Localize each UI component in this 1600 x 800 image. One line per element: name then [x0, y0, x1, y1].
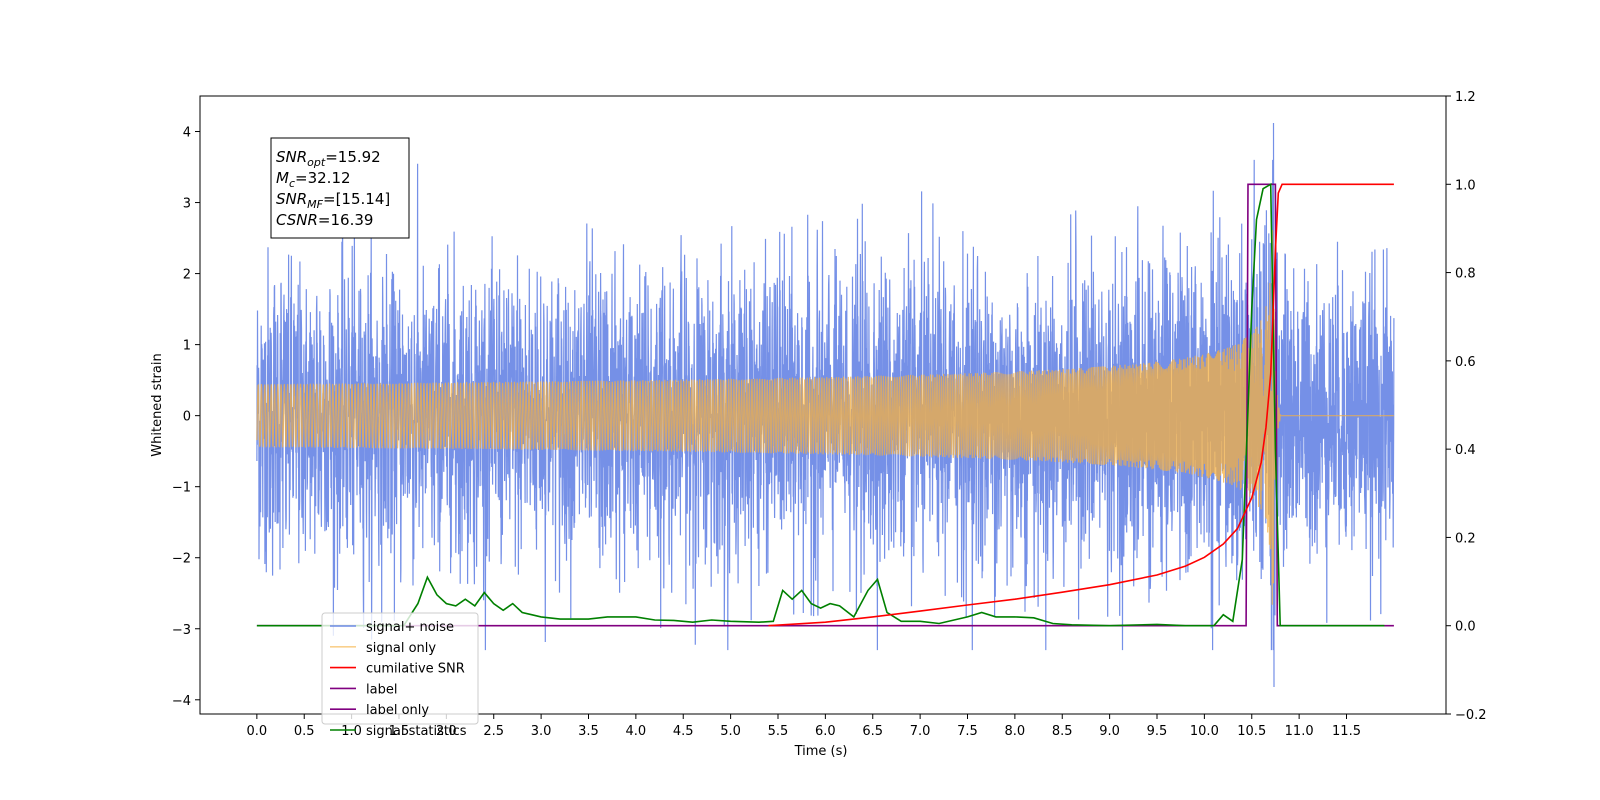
legend-frame [321, 612, 479, 725]
series-signal-statistics [256, 182, 1385, 627]
y-tick-label: 4 [183, 126, 191, 141]
y-right-tick-label: 1.2 [1455, 90, 1476, 105]
annotation-frame [270, 137, 410, 239]
plot-area [256, 122, 1395, 688]
y-axis-left: 4 3 2 1 0 −1 −2 −3 −4 [172, 126, 200, 709]
x-tick-label: 9.0 [1099, 724, 1120, 739]
x-axis: 0.0 0.5 1.0 1.5 2.0 2.5 3.0 3.5 4.0 4.5 5.0 5.5 6.0 6… [247, 714, 1361, 739]
x-tick-label: 4.0 [626, 724, 647, 739]
y-axis-label: Whitened strain [150, 353, 165, 456]
series-cumulative-snr [768, 183, 1394, 627]
x-tick-label: 4.5 [673, 724, 694, 739]
y-tick-label: −1 [172, 481, 191, 496]
y-right-tick-label: 0.8 [1455, 267, 1476, 282]
y-right-tick-label: 1.0 [1455, 178, 1476, 193]
x-tick-label: 10.0 [1190, 724, 1219, 739]
legend-label: label only [366, 703, 429, 718]
legend: signal+ noise signal only cumilative SNR la… [321, 612, 479, 739]
x-tick-label: 7.0 [910, 724, 931, 739]
x-tick-label: 2.5 [483, 724, 504, 739]
legend-label: signal statistics [366, 724, 467, 739]
x-tick-label: 3.5 [578, 724, 599, 739]
annotation-line: CSNR=16.39 [276, 211, 373, 229]
x-tick-label: 7.5 [957, 724, 978, 739]
x-tick-label: 5.5 [768, 724, 789, 739]
y-right-tick-label: 0.4 [1455, 443, 1476, 458]
legend-label: signal+ noise [366, 620, 454, 635]
y-axis-right: 1.2 1.0 0.8 0.6 0.4 0.2 0.0 −0.2 [1446, 90, 1487, 723]
annotation-line: SNRMF=[15.14] [276, 190, 390, 211]
y-right-tick-label: 0.6 [1455, 355, 1476, 370]
axes-frame [199, 95, 1447, 715]
y-tick-label: 3 [183, 197, 191, 212]
x-tick-label: 6.0 [815, 724, 836, 739]
y-right-tick-label: 0.0 [1455, 620, 1476, 635]
y-right-tick-label: −0.2 [1455, 708, 1487, 723]
x-tick-label: 8.0 [1005, 724, 1026, 739]
x-tick-label: 0.0 [247, 724, 268, 739]
y-right-tick-label: 0.2 [1455, 531, 1476, 546]
y-tick-label: −2 [172, 552, 191, 567]
x-tick-label: 3.0 [531, 724, 552, 739]
y-tick-label: −3 [172, 623, 191, 638]
x-tick-label: 2.0 [436, 724, 457, 739]
legend-label: cumilative SNR [366, 662, 465, 677]
x-axis-label: Time (s) [794, 744, 848, 759]
annotation-line: SNRopt=15.92 [276, 148, 381, 169]
y-tick-label: −4 [172, 694, 191, 709]
x-tick-label: 6.5 [862, 724, 883, 739]
y-tick-label: 1 [183, 339, 191, 354]
legend-label: signal only [366, 641, 436, 656]
x-tick-label: 8.5 [1052, 724, 1073, 739]
y-tick-label: 2 [183, 268, 191, 283]
x-tick-label: 11.5 [1332, 724, 1361, 739]
x-tick-label: 5.0 [720, 724, 741, 739]
x-tick-label: 10.5 [1237, 724, 1266, 739]
series-signal-only [256, 230, 1394, 605]
x-tick-label: 9.5 [1147, 724, 1168, 739]
x-tick-label: 11.0 [1285, 724, 1314, 739]
annotation-box: SNRopt=15.92Mc=32.12SNRMF=[15.14]CSNR=16… [270, 137, 410, 239]
legend-label: label [366, 682, 397, 697]
y-tick-label: 0 [183, 410, 191, 425]
x-tick-label: 1.5 [389, 724, 410, 739]
x-tick-label: 1.0 [341, 724, 362, 739]
annotation-line: Mc=32.12 [276, 169, 351, 190]
x-tick-label: 0.5 [294, 724, 315, 739]
